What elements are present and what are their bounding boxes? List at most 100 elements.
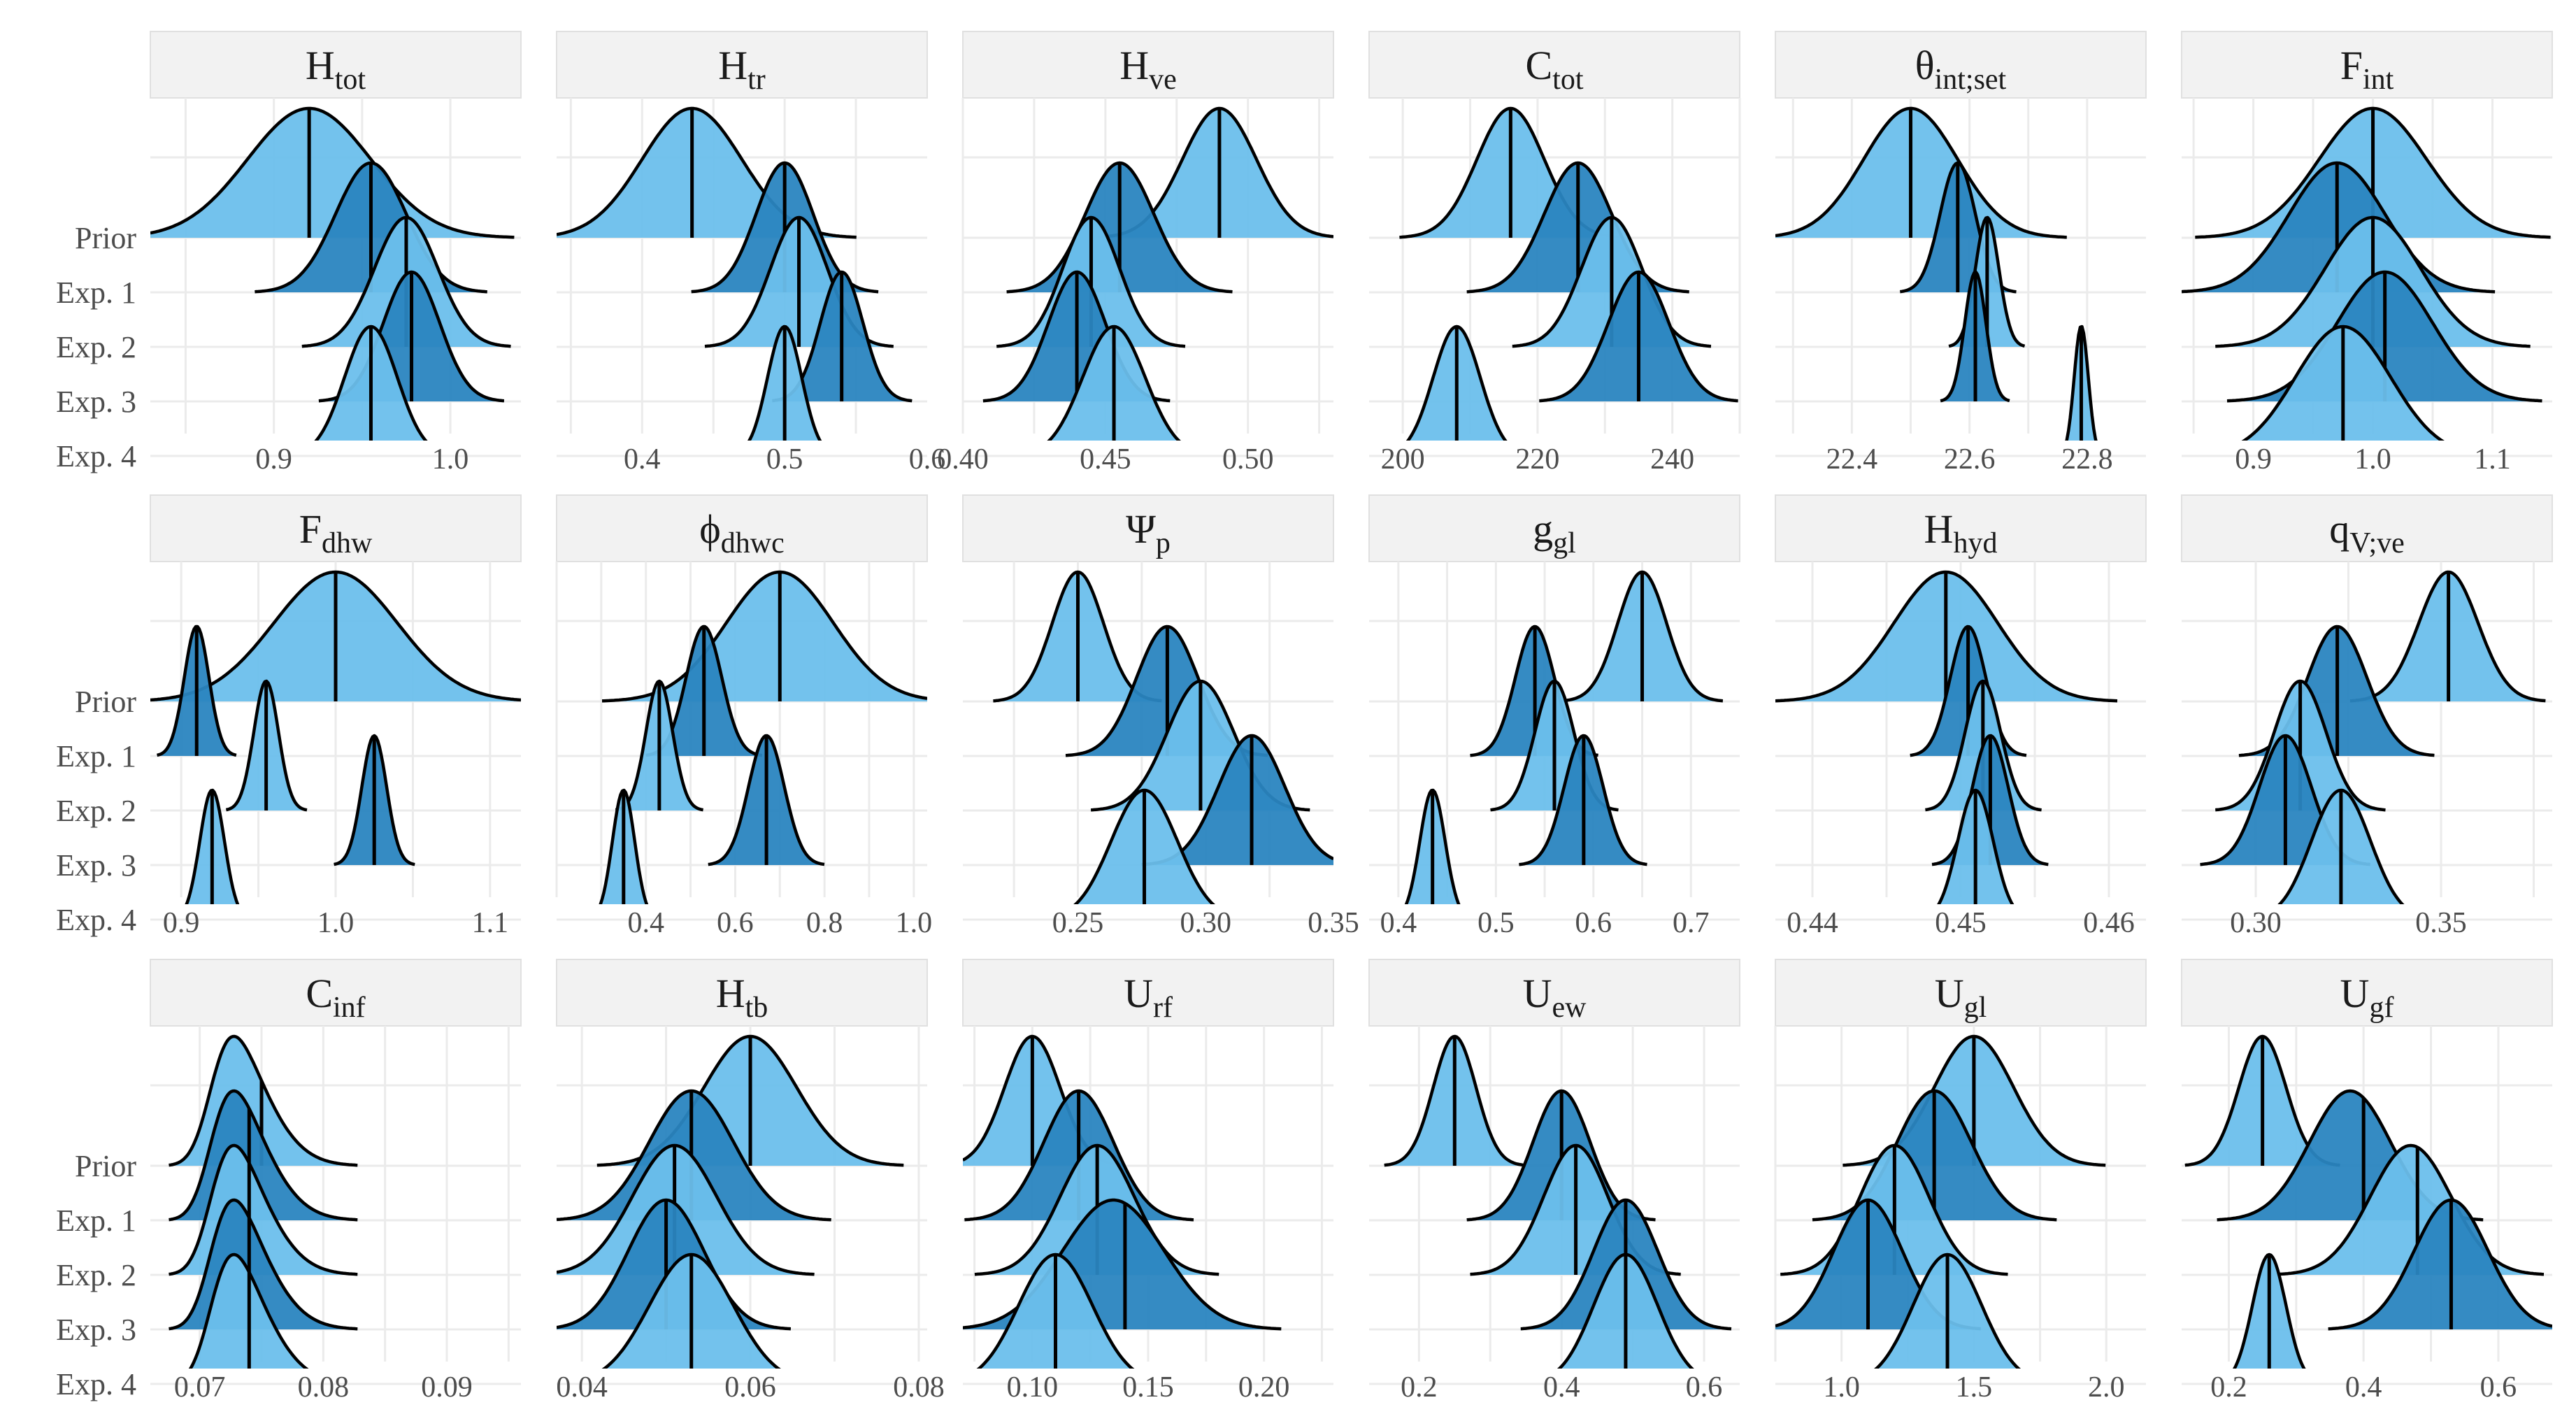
ridge-outline-Exp1 [169,1089,358,1222]
ridges [169,1034,358,1369]
ridges [557,106,913,441]
x-tick-label: 0.7 [1673,907,1710,939]
facet-strip [1368,494,1740,562]
facet-title: Hhyd [1924,506,1998,559]
x-axis-ticks: 0.07 0.08 0.09 [174,1371,473,1404]
y-row-label: Exp. 1 [56,1204,136,1238]
facet-strip [1775,959,2147,1027]
x-tick-label: 220 [1515,443,1559,476]
ridges [557,1034,904,1369]
y-row-label: Exp. 1 [56,739,136,773]
ridge-fill-Prior [1775,108,2067,238]
facet-strip [962,494,1334,562]
ridges [982,106,1333,441]
panel-Uew-15: Uew 0.2 0.4 0.6 [1368,959,1740,1404]
facet-strip [2181,494,2553,562]
x-axis-ticks: 0.9 1.0 1.1 [2235,443,2510,476]
ridge-outline-Exp2 [557,1143,815,1276]
x-tick-label: 0.9 [255,443,292,476]
ridges [2184,1034,2552,1369]
ridge-outline-Exp2 [2277,1143,2545,1276]
x-tick-label: 22.4 [1826,443,1878,476]
x-tick-label: 0.6 [909,443,946,476]
ridge-fill-Exp3 [2328,1200,2552,1329]
x-axis-ticks: 22.4 22.6 22.8 [1826,443,2113,476]
x-tick-label: 0.2 [1401,1371,1438,1404]
x-axis-ticks: 0.25 0.30 0.35 [1052,907,1359,939]
panel-intset-4: θint;set 22.4 22.6 22.8 [1775,31,2147,476]
facet-title: Ψp [1126,506,1171,559]
ridge-outline-Prior [150,106,515,239]
panel-Htb-13: Htb 0.04 0.06 0.08 [556,959,945,1404]
ridge-fill-Exp2 [557,1145,815,1275]
x-axis-ticks: 0.40 0.45 0.50 [937,443,1273,476]
facet-strip [150,31,522,99]
panel-qVve-11: qV;ve 0.30 0.35 [2181,494,2553,939]
y-row-label: Exp. 3 [56,1313,136,1347]
panel-Ugl-16: Ugl 1.0 1.5 2.0 [1774,959,2147,1404]
facet-strip [1775,31,2147,99]
x-axis-ticks: 0.04 0.06 0.08 [556,1371,944,1404]
y-axis-labels: Prior Exp. 1 Exp. 2 Exp. 3 Exp. 4 [56,221,136,473]
facet-title: Fdhw [299,506,373,559]
x-axis-ticks: 0.4 0.6 0.8 1.0 [627,907,932,939]
y-row-label: Exp. 4 [56,903,136,937]
ridges [599,570,927,904]
x-tick-label: 0.8 [806,907,843,939]
x-tick-label: 0.4 [624,443,661,476]
facet-strip [1368,959,1740,1027]
x-tick-label: 0.4 [2345,1371,2382,1404]
ridge-outline-Exp4 [976,1252,1135,1369]
ridge-outline-Exp4 [601,1252,781,1369]
facet-strip [2181,959,2553,1027]
x-axis-ticks: 0.4 0.5 0.6 0.7 [1380,907,1710,939]
panel-Hhyd-10: Hhyd 0.44 0.45 0.46 [1775,494,2147,939]
ridges [150,106,515,441]
y-row-label: Prior [75,1149,136,1183]
x-axis-ticks: 0.44 0.45 0.46 [1787,907,2135,939]
x-tick-label: 0.9 [2235,443,2272,476]
y-axis-labels: Prior Exp. 1 Exp. 2 Exp. 3 Exp. 4 [56,685,136,937]
x-tick-label: 22.8 [2061,443,2113,476]
y-row-label: Exp. 4 [56,439,136,473]
x-axis-ticks: 0.2 0.4 0.6 [1401,1371,1722,1404]
x-tick-label: 0.2 [2210,1371,2247,1404]
ridges [2182,106,2551,441]
facet-strip [962,959,1334,1027]
x-tick-label: 2.0 [2088,1371,2125,1404]
panel-Cinf-12: Cinf 0.07 0.08 0.09 Prior Exp. 1 Exp. 2 Exp. 3 E… [56,959,522,1404]
facet-title: θint;set [1915,43,2007,96]
ridge-outline-Exp3 [2328,1198,2552,1331]
y-row-label: Exp. 4 [56,1367,136,1401]
ridge-fill-Prior [557,108,857,238]
ridges [1399,106,1738,441]
facet-title: Ugf [2340,971,2394,1024]
x-tick-label: 0.45 [1935,907,1987,939]
x-tick-label: 0.08 [893,1371,945,1404]
facet-strip [556,959,928,1027]
x-tick-label: 0.5 [1477,907,1515,939]
facet-title: Hve [1119,43,1177,96]
x-tick-label: 0.9 [163,907,200,939]
x-tick-label: 0.07 [174,1371,226,1404]
x-tick-label: 1.1 [472,907,509,939]
facet-strip [2181,31,2553,99]
facet-strip [150,494,522,562]
x-tick-label: 0.46 [2083,907,2135,939]
facet-strip [556,31,928,99]
x-tick-label: 0.6 [2480,1371,2517,1404]
ridges [1775,106,2098,441]
x-tick-label: 0.06 [724,1371,776,1404]
y-row-label: Exp. 2 [56,330,136,364]
x-axis-ticks: 0.9 1.0 [255,443,468,476]
x-tick-label: 0.4 [1543,1371,1580,1404]
panel-Htot-0: Htot 0.9 1.0 Prior Exp. 1 Exp. 2 Exp. 3 Exp. 4 [56,31,522,476]
facet-strip [962,31,1334,99]
panel-Ctot-3: Ctot 200 220 240 [1368,31,1741,476]
panel-dhwc-7: ϕdhwc 0.4 0.6 0.8 1.0 [555,494,932,939]
ridges [2200,570,2546,904]
x-axis-ticks: 200 220 240 [1381,443,1694,476]
facet-title: Fint [2340,43,2394,96]
x-tick-label: 0.20 [1238,1371,1290,1404]
